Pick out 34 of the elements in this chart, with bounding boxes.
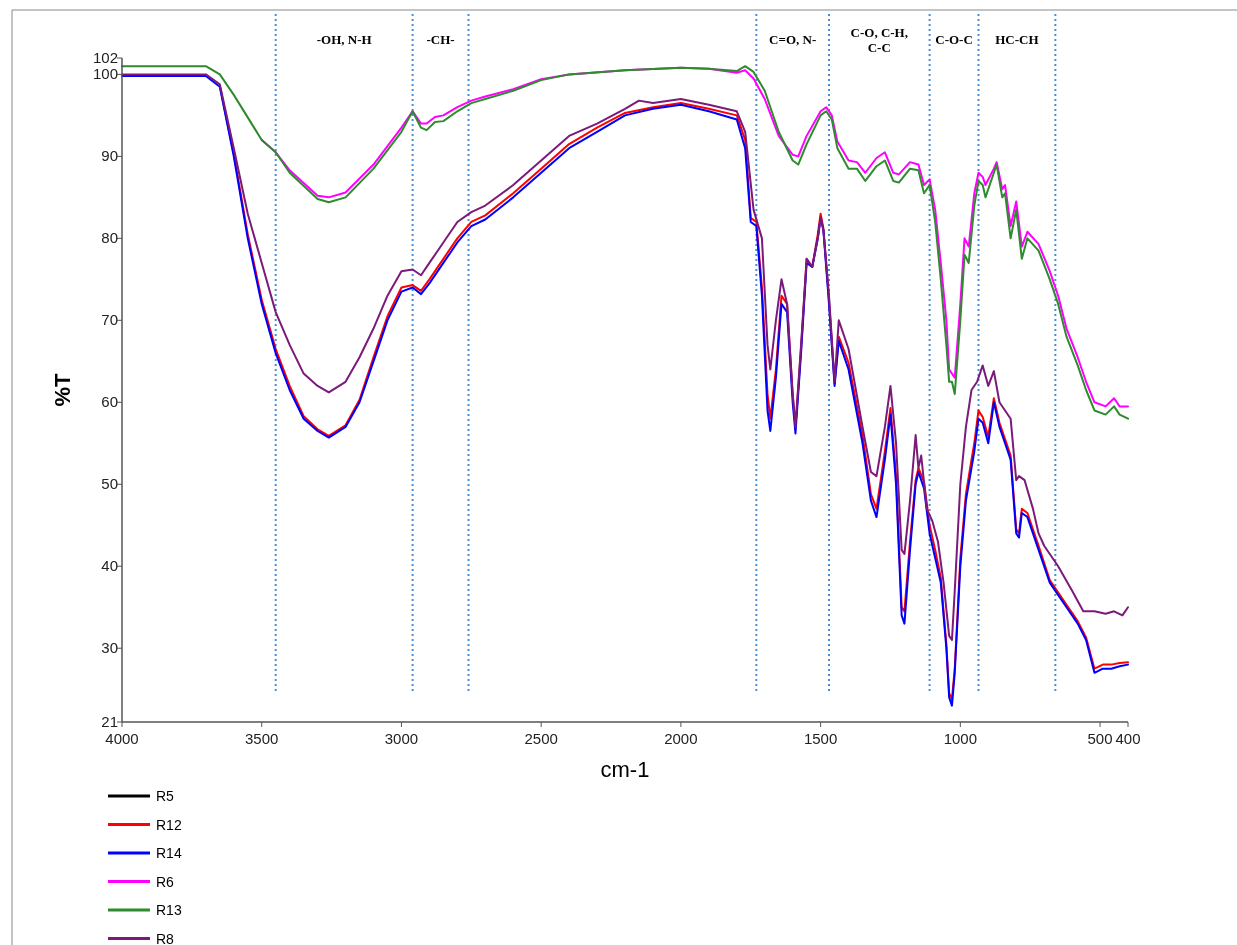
x-tick-label: 3000 [384,730,419,747]
y-tick-label: 60 [101,393,118,411]
y-tick-label: 100 [92,65,118,83]
y-tick-label: 70 [101,311,118,329]
x-tick-label: 2500 [524,730,558,747]
x-tick-label: 400 [1115,730,1141,747]
y-tick-label: 50 [101,475,118,493]
line-series [121,65,1129,420]
x-tick-label: 1000 [943,730,978,747]
y-tick-label: 90 [101,147,118,165]
text: HC-CH [995,32,1039,47]
legend-label: R5 [156,788,175,804]
text: C-O-C [935,32,973,47]
text: -CH- [426,32,455,47]
text: -OH, N-H [316,32,372,47]
text: C-O, C-H, C-C [850,25,909,55]
y-tick-label: 40 [101,557,118,575]
y-tick-label: 80 [101,229,118,247]
x-tick-label: 3500 [245,730,279,747]
legend-label: R8 [156,930,175,945]
y-tick-label: 21 [101,713,118,730]
x-axis-title: cm-1 [600,757,650,782]
y-axis-title: %T [50,372,75,407]
legend-label: R13 [156,902,182,918]
legend-label: R14 [156,845,182,861]
text: C=O, N- [769,32,817,47]
y-tick-label: 30 [101,639,118,657]
x-tick-label: 2000 [664,730,698,747]
y-tick-label: 102 [92,49,118,66]
legend-label: R12 [156,816,182,833]
legend-label: R6 [156,873,175,890]
x-tick-label: 500 [1087,730,1113,747]
x-tick-label: 1500 [803,730,838,747]
x-tick-label: 4000 [105,730,139,747]
